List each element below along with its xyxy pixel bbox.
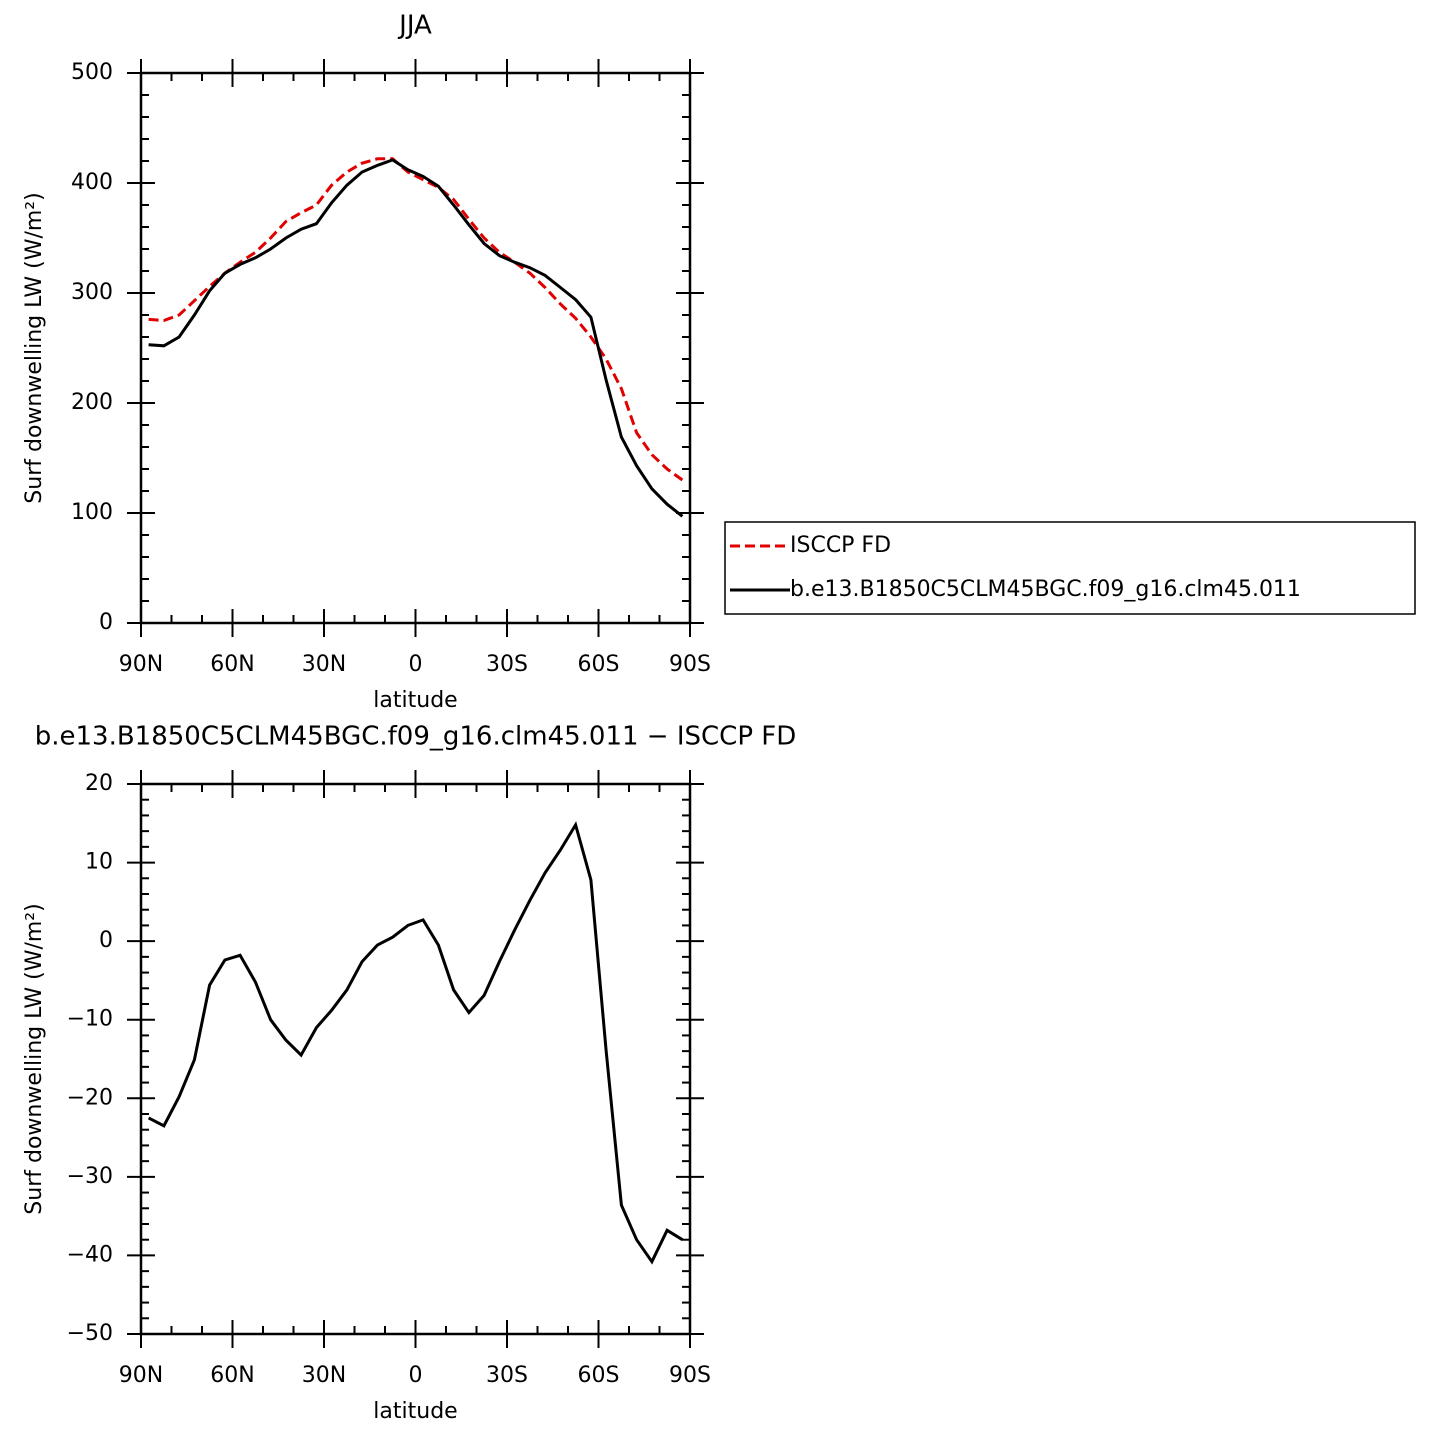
y-tick-label: 400: [71, 170, 113, 195]
x-axis-label: latitude: [373, 1399, 457, 1424]
x-tick-label: 60N: [210, 1363, 254, 1388]
y-tick-label: 20: [85, 771, 113, 796]
y-axis-label: Surf downwelling LW (W/m²): [22, 192, 47, 503]
y-tick-label: 100: [71, 500, 113, 525]
chart-title: JJA: [397, 11, 432, 41]
y-tick-label: −10: [67, 1007, 113, 1032]
y-tick-label: −30: [67, 1164, 113, 1189]
y-tick-label: 300: [71, 280, 113, 305]
plot-frame: [139, 782, 692, 1336]
x-tick-label: 30N: [302, 1363, 346, 1388]
y-tick-label: −40: [67, 1242, 113, 1267]
plot-frame: [139, 71, 692, 625]
y-tick-label: 0: [99, 928, 113, 953]
y-tick-label: 500: [71, 60, 113, 85]
x-axis-label: latitude: [373, 688, 457, 713]
y-tick-label: −50: [67, 1321, 113, 1346]
y-tick-label: 0: [99, 610, 113, 635]
x-tick-label: 90N: [119, 652, 163, 677]
x-tick-label: 60S: [578, 652, 620, 677]
legend-label: ISCCP FD: [790, 533, 891, 558]
x-tick-label: 30S: [486, 652, 528, 677]
data-line: [148, 158, 684, 518]
x-tick-label: 90N: [119, 1363, 163, 1388]
y-tick-label: 200: [71, 390, 113, 415]
x-tick-label: 90S: [669, 1363, 711, 1388]
x-tick-label: 30S: [486, 1363, 528, 1388]
x-tick-label: 0: [409, 1363, 423, 1388]
y-axis-label: Surf downwelling LW (W/m²): [22, 903, 47, 1214]
x-tick-label: 0: [409, 652, 423, 677]
data-line: [148, 157, 684, 482]
chart-title: b.e13.B1850C5CLM45BGC.f09_g16.clm45.011 …: [35, 722, 797, 752]
y-tick-label: 10: [85, 850, 113, 875]
y-tick-label: −20: [67, 1085, 113, 1110]
data-line: [147, 821, 684, 1265]
x-tick-label: 60S: [578, 1363, 620, 1388]
x-tick-label: 90S: [669, 652, 711, 677]
x-tick-label: 30N: [302, 652, 346, 677]
legend-label: b.e13.B1850C5CLM45BGC.f09_g16.clm45.011: [790, 577, 1301, 602]
x-tick-label: 60N: [210, 652, 254, 677]
legend-box: [724, 521, 1416, 615]
